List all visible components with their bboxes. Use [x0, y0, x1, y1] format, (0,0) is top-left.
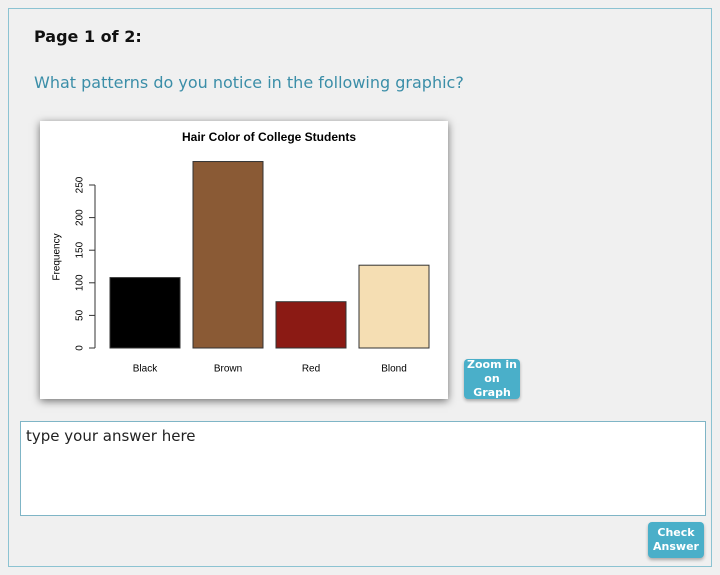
- y-axis-label: Frequency: [52, 233, 63, 280]
- bar: [358, 264, 430, 349]
- answer-input[interactable]: type your answer here: [20, 421, 706, 516]
- y-tick-label: 0: [75, 345, 86, 351]
- bar: [275, 301, 347, 349]
- y-tick-label: 200: [75, 209, 86, 226]
- x-tick-label: Red: [302, 364, 320, 375]
- zoom-button[interactable]: Zoom in on Graph: [464, 358, 520, 399]
- question: What patterns do you notice in the follo…: [34, 73, 464, 92]
- check-answer-button[interactable]: Check Answer: [648, 522, 704, 558]
- y-tick-label: 100: [75, 274, 86, 291]
- frame: [8, 8, 712, 567]
- y-tick-label: 50: [75, 309, 86, 321]
- chart: Hair Color of College Students Frequency…: [52, 130, 430, 375]
- chart-image: Hair Color of College Students Frequency…: [40, 121, 448, 399]
- y-tick-label: 150: [75, 241, 86, 258]
- heading: Page 1 of 2:: [34, 27, 142, 46]
- bar: [192, 161, 264, 349]
- chart-title: Hair Color of College Students: [182, 130, 356, 144]
- bar: [109, 277, 181, 349]
- y-tick-label: 250: [75, 176, 86, 193]
- x-tick-label: Brown: [214, 364, 242, 375]
- x-tick-label: Black: [133, 364, 158, 375]
- x-tick-label: Blond: [381, 364, 407, 375]
